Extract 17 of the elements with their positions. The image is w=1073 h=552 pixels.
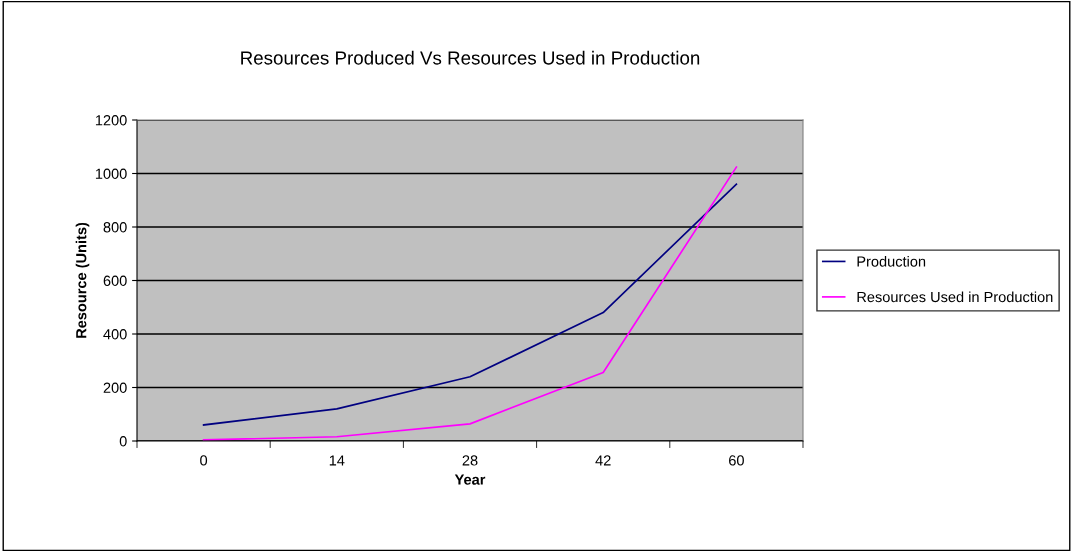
y-tick-label: 200: [103, 382, 127, 393]
y-tick-label: 600: [103, 275, 127, 286]
legend-label: Production: [857, 255, 926, 267]
x-tick-label: 14: [329, 455, 345, 466]
y-tick-label: 0: [119, 436, 127, 447]
y-axis-title: Resource (Units): [75, 222, 90, 338]
x-tick-label: 28: [462, 455, 478, 466]
y-tick-label: 1200: [95, 115, 127, 126]
y-tick-label: 800: [103, 222, 127, 233]
x-tick-label: 0: [200, 455, 208, 466]
x-tick-label: 42: [595, 455, 611, 466]
x-tick-label: 60: [729, 455, 744, 466]
chart-title: Resources Produced Vs Resources Used in Production: [241, 50, 700, 65]
y-tick-label: 400: [103, 329, 127, 340]
legend-label: Resources Used in Production: [857, 291, 1053, 303]
y-tick-label: 1000: [95, 168, 127, 179]
x-axis-title: Year: [454, 474, 486, 485]
